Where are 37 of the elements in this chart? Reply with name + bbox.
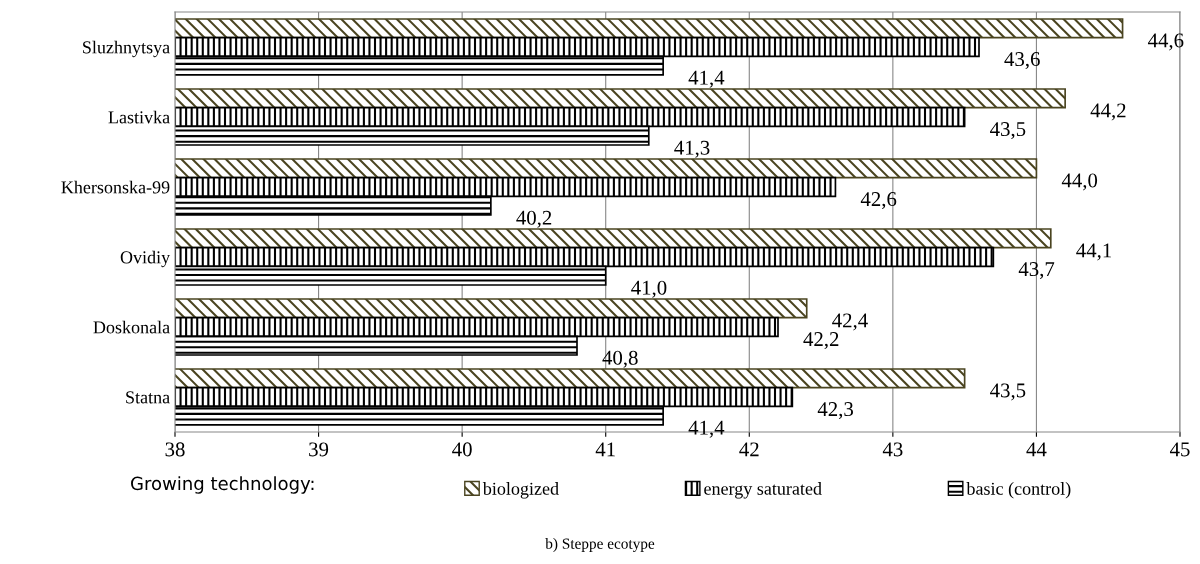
- data-label: 41,4: [688, 420, 725, 438]
- x-tick-label: 38: [165, 442, 185, 457]
- x-tick-label: 41: [595, 442, 615, 457]
- y-tick-label: Statna: [126, 391, 170, 404]
- legend-label: energy saturated: [704, 482, 822, 499]
- text: b) Steppe ecotype: [545, 538, 655, 552]
- data-label: 44,6: [1147, 33, 1184, 51]
- y-tick-label: Doskonala: [93, 320, 170, 334]
- legend-label: basic (control): [966, 482, 1071, 499]
- legend-title: Growing technology:: [131, 476, 314, 494]
- y-tick-label: Khersonska-99: [61, 180, 170, 194]
- data-label: 43,6: [1004, 52, 1040, 70]
- x-tick-label: 43: [882, 442, 903, 457]
- data-label: 41,3: [674, 140, 710, 158]
- y-tick-label: Ovidiy: [120, 250, 171, 268]
- y-tick-label: Lastivka: [108, 110, 170, 124]
- data-label: 43,5: [990, 122, 1026, 140]
- data-label: 44,0: [1061, 173, 1098, 191]
- x-tick-label: 44: [1026, 442, 1047, 457]
- data-label: 44,1: [1076, 243, 1111, 261]
- x-tick-label: 42: [739, 442, 759, 457]
- data-label: 43,5: [990, 383, 1026, 401]
- x-tick-label: 39: [309, 442, 329, 457]
- data-label: 40,8: [602, 350, 638, 368]
- data-label: 41,4: [688, 70, 725, 88]
- data-label: 40,2: [516, 210, 552, 228]
- data-label: 44,2: [1090, 103, 1126, 121]
- y-tick-label: Sluzhnytsya: [83, 40, 170, 58]
- x-tick-label: 40: [452, 442, 472, 457]
- data-label: 42,6: [860, 192, 897, 210]
- data-label: 42,3: [817, 402, 853, 420]
- data-label: 42,2: [803, 332, 839, 350]
- data-label: 43,7: [1018, 262, 1055, 280]
- x-tick-label: 45: [1169, 442, 1190, 457]
- data-label: 42,4: [832, 313, 868, 331]
- data-label: 41,0: [631, 280, 667, 298]
- legend-label: biologized: [482, 482, 559, 499]
